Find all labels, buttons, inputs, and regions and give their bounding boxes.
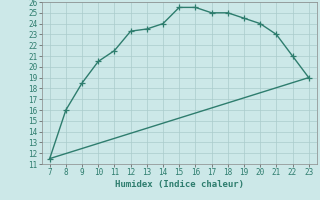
X-axis label: Humidex (Indice chaleur): Humidex (Indice chaleur) [115, 180, 244, 189]
